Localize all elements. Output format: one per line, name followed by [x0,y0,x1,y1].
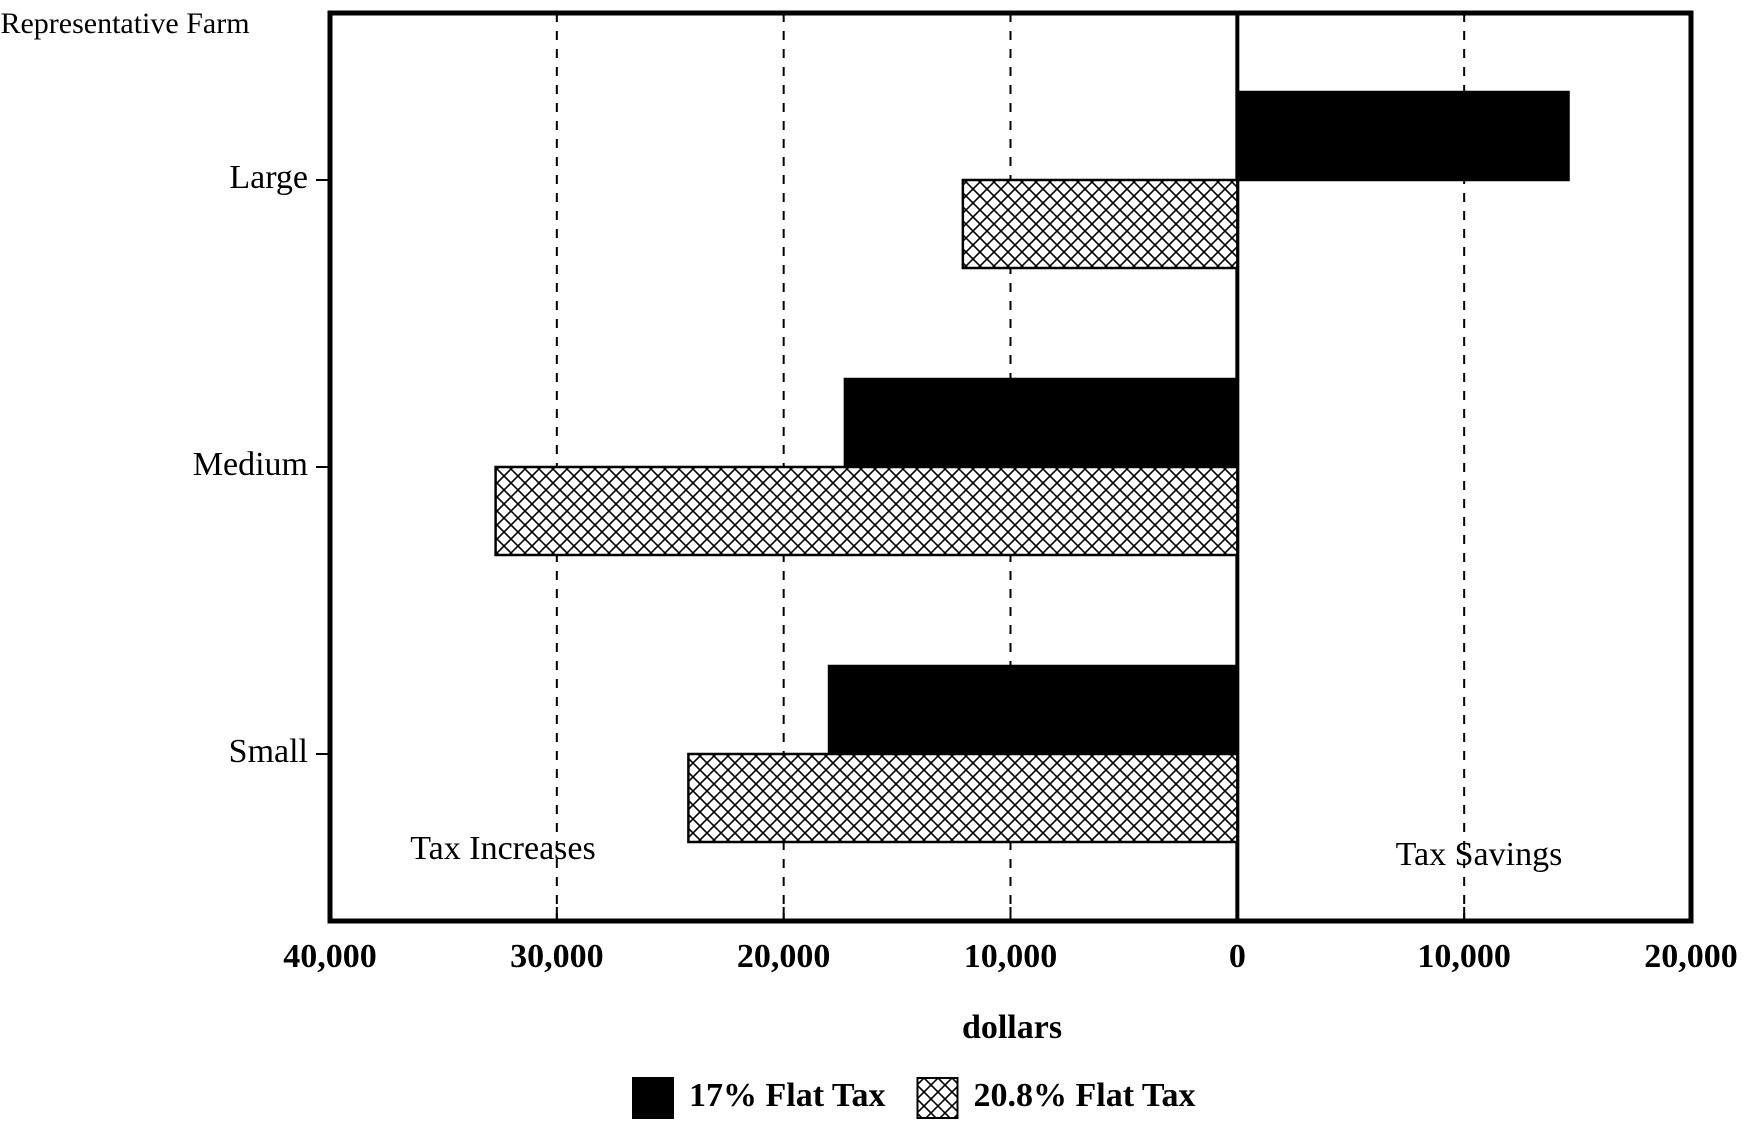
legend-label: 20.8% Flat Tax [973,1077,1195,1114]
x-axis-title: dollars [962,1009,1062,1046]
x-tick-label: 30,000 [510,938,604,975]
y-tick-label: Large [229,159,308,196]
y-tick-label: Medium [193,446,308,483]
x-tick-label: 20,000 [1644,938,1738,975]
y-axis-title: Representative Farm [0,7,250,40]
bar [1236,90,1570,182]
x-tick-label: 10,000 [1417,938,1511,975]
bar [961,178,1239,270]
x-tick-label: 0 [1229,938,1246,975]
bar [843,377,1239,469]
bar [494,465,1239,557]
annotation: Tax Savings [1396,836,1563,873]
legend-swatch [632,1077,674,1119]
legend-label: 17% Flat Tax [689,1077,885,1114]
x-tick-label: 10,000 [964,938,1058,975]
bar [827,664,1239,756]
annotation: Tax Increases [410,830,595,867]
x-tick-label: 20,000 [737,938,831,975]
x-tick-label: 40,000 [283,938,377,975]
bar [687,752,1239,844]
legend-swatch [916,1077,959,1119]
y-tick-label: Small [229,733,308,770]
